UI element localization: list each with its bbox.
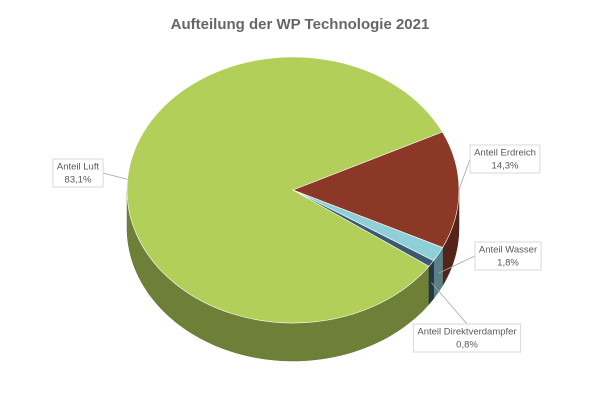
label-category: Anteil Direktverdampfer (417, 327, 516, 338)
label-value: 1,8% (497, 258, 519, 269)
label-value: 14,3% (492, 161, 519, 172)
data-label: Anteil Luft 83,1% (52, 158, 104, 188)
label-value: 83,1% (65, 175, 92, 186)
leader-line (438, 255, 476, 274)
slice (292, 131, 460, 248)
chart-title: Aufteilung der WP Technologie 2021 (171, 16, 430, 33)
leader-line (431, 282, 468, 325)
label-category: Anteil Wasser (479, 245, 537, 256)
label-box (412, 323, 522, 353)
label-category: Anteil Luft (57, 162, 100, 173)
data-label: Anteil Wasser 1,8% (474, 241, 542, 271)
slice-side (428, 260, 434, 305)
slice (292, 189, 435, 267)
leader-line (458, 158, 471, 190)
label-box (469, 144, 541, 174)
label-box (52, 158, 104, 188)
label-category: Anteil Erdreich (474, 148, 536, 159)
label-box (474, 241, 542, 271)
data-label: Anteil Direktverdampfer 0,8% (412, 323, 522, 353)
leader-line (103, 172, 128, 180)
slice (126, 56, 443, 324)
label-value: 0,8% (456, 340, 478, 351)
data-label: Anteil Erdreich 14,3% (469, 144, 541, 174)
